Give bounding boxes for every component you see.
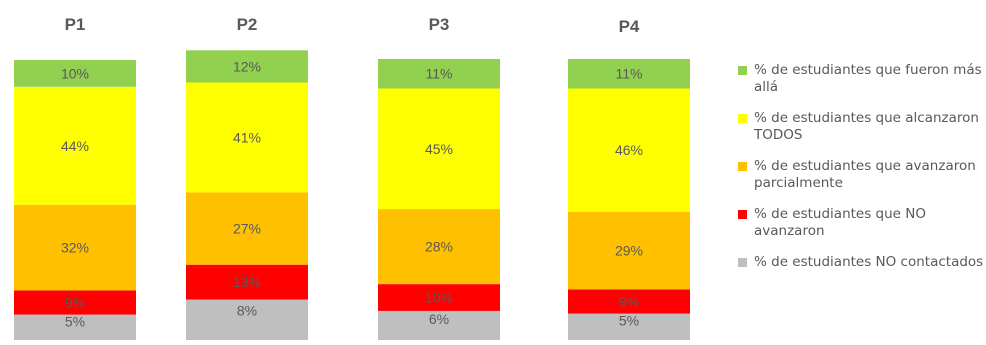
bar-segment (378, 310, 500, 340)
category-label-p2: P2 (237, 15, 258, 34)
legend-label: % de estudiantes que NO avanzaron (754, 206, 926, 239)
data-label: 45% (425, 141, 453, 157)
bar-segment (378, 88, 500, 210)
bar-segment (378, 284, 500, 311)
data-label: 8% (237, 302, 257, 318)
legend-swatch (738, 258, 747, 267)
data-label: 29% (615, 243, 643, 259)
data-label: 27% (233, 221, 261, 237)
legend-label: % de estudiantes que avanzaron parcialme… (754, 158, 976, 191)
bar-segment (186, 192, 308, 265)
legend-swatch (738, 66, 747, 75)
data-label: 12% (233, 58, 261, 74)
data-label: 9% (619, 294, 639, 310)
bar-segment (568, 59, 690, 89)
legend-item-no-contactados: % de estudiantes NO contactados (738, 254, 986, 271)
bar-segment (186, 299, 308, 340)
bar-segment (568, 313, 690, 340)
data-label: 11% (616, 66, 643, 82)
legend-item-alcanzaron-todos: % de estudiantes que alcanzaron TODOS (738, 110, 986, 144)
legend-item-no-avanzaron: % de estudiantes que NO avanzaron (738, 206, 986, 240)
data-label: 5% (65, 313, 85, 329)
data-label: 11% (426, 66, 453, 82)
data-label: 6% (429, 311, 449, 327)
category-label-p3: P3 (429, 15, 450, 34)
legend-swatch (738, 162, 747, 171)
data-label: 13% (233, 274, 261, 290)
data-label: 10% (425, 290, 453, 306)
bar-segment (378, 59, 500, 89)
bar-segment (186, 50, 308, 83)
bar-segment (568, 289, 690, 314)
legend-item-mas-alla: % de estudiantes que fueron más allá (738, 62, 986, 96)
bar-segment (186, 82, 308, 193)
category-label-p1: P1 (65, 15, 86, 34)
legend-item-avanzaron-parcialmente: % de estudiantes que avanzaron parcialme… (738, 158, 986, 192)
data-label: 41% (233, 129, 261, 145)
bar-segment (14, 314, 136, 340)
data-label: 9% (65, 295, 85, 311)
data-label: 10% (61, 65, 89, 81)
legend-swatch (738, 210, 747, 219)
legend-label: % de estudiantes que alcanzaron TODOS (754, 110, 979, 143)
bar-segment (14, 204, 136, 291)
data-label: 32% (61, 240, 89, 256)
data-label: 46% (615, 142, 643, 158)
legend-swatch (738, 114, 747, 123)
data-label: 44% (61, 138, 89, 154)
bar-segment (378, 209, 500, 285)
data-label: 28% (425, 239, 453, 255)
chart-legend: % de estudiantes que fueron más allá % d… (738, 62, 986, 285)
bar-segment (14, 60, 136, 87)
bar-segment (14, 290, 136, 315)
bar-segment (14, 86, 136, 205)
bar-segment (186, 264, 308, 300)
legend-label: % de estudiantes NO contactados (754, 254, 984, 270)
bar-segment (568, 211, 690, 290)
category-label-p4: P4 (619, 17, 640, 36)
data-label: 5% (619, 312, 639, 328)
legend-label: % de estudiantes que fueron más allá (754, 62, 982, 95)
bar-segment (568, 88, 690, 212)
